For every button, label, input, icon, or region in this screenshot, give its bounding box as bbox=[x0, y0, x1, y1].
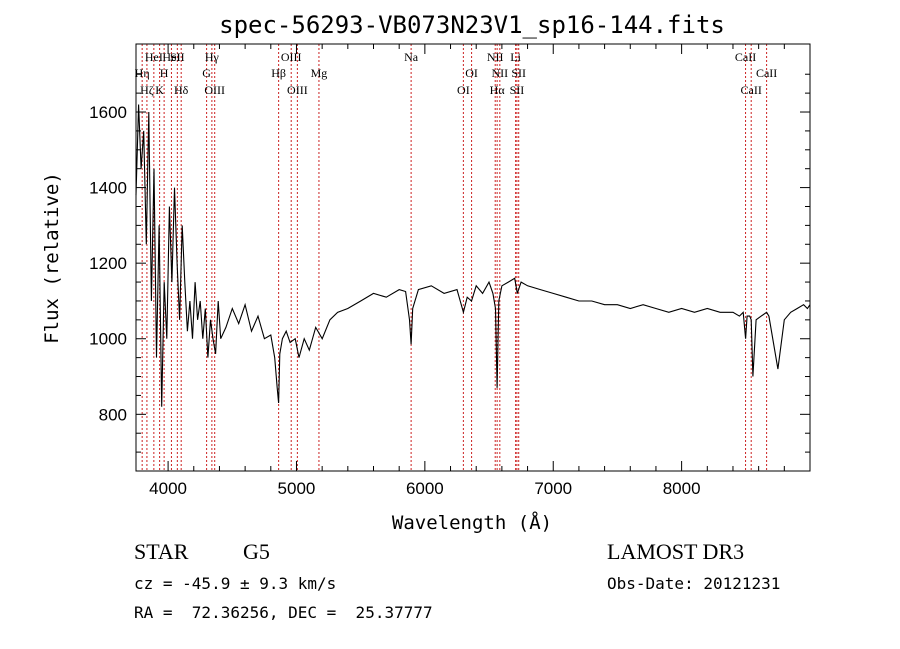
line-marker-label: Mg bbox=[311, 66, 328, 80]
line-marker-label: OI bbox=[457, 83, 470, 97]
y-tick-label: 1600 bbox=[89, 103, 127, 122]
line-marker-labels: HηHζHeIKHHeISIIHδGHγOIIIHβOIIIOIIIMgNaOI… bbox=[135, 50, 778, 97]
line-marker-label: HeI bbox=[162, 50, 180, 64]
y-tick-label: 1200 bbox=[89, 254, 127, 273]
x-tick-label: 7000 bbox=[534, 479, 572, 498]
line-marker-label: Li bbox=[510, 50, 521, 64]
survey-label: LAMOST DR3 bbox=[607, 539, 745, 564]
line-marker-label: OIII bbox=[281, 50, 302, 64]
line-marker-label: Hγ bbox=[205, 50, 220, 64]
y-tick-label: 1400 bbox=[89, 179, 127, 198]
plot-frame bbox=[135, 43, 811, 472]
line-marker-label: OIII bbox=[287, 83, 308, 97]
x-tick-label: 6000 bbox=[406, 479, 444, 498]
object-class: STAR bbox=[134, 539, 189, 564]
x-tick-label: 8000 bbox=[663, 479, 701, 498]
y-axis-label: Flux (relative) bbox=[41, 172, 63, 344]
line-marker-label: K bbox=[155, 83, 164, 97]
line-marker-label: CaII bbox=[741, 83, 762, 97]
line-marker-label: Hη bbox=[135, 66, 150, 80]
line-marker-label: Hα bbox=[490, 83, 506, 97]
line-marker-label: CaII bbox=[756, 66, 777, 80]
redshift-text: cz = -45.9 ± 9.3 km/s bbox=[134, 574, 337, 593]
line-marker-label: HeI bbox=[145, 50, 163, 64]
x-tick-label: 5000 bbox=[278, 479, 316, 498]
y-tick-label: 800 bbox=[99, 405, 127, 424]
line-marker-label: SII bbox=[510, 83, 525, 97]
object-subclass: G5 bbox=[243, 539, 270, 564]
line-marker-label: Hζ bbox=[140, 83, 154, 97]
obs-date-text: Obs-Date: 20121231 bbox=[607, 574, 781, 593]
line-marker-label: Hδ bbox=[174, 83, 189, 97]
chart-title: spec-56293-VB073N23V1_sp16-144.fits bbox=[219, 11, 725, 39]
x-axis-label: Wavelength (Å) bbox=[392, 511, 552, 534]
line-marker-label: NII bbox=[487, 50, 504, 64]
line-marker-label: NII bbox=[491, 66, 508, 80]
line-marker-label: OIII bbox=[204, 83, 225, 97]
spectrum-line bbox=[135, 104, 811, 407]
line-marker-label: CaII bbox=[735, 50, 756, 64]
line-marker-label: SII bbox=[170, 50, 185, 64]
line-marker-label: H bbox=[160, 66, 169, 80]
line-markers bbox=[141, 44, 768, 471]
y-axis: 800 1000 1200 1400 1600 bbox=[89, 73, 810, 453]
x-tick-label: 4000 bbox=[149, 479, 187, 498]
line-marker-label: G bbox=[202, 66, 211, 80]
line-marker-label: OI bbox=[465, 66, 478, 80]
coordinates-text: RA = 72.36256, DEC = 25.37777 bbox=[134, 603, 433, 622]
line-marker-label: Na bbox=[404, 50, 419, 64]
x-axis: 4000 5000 6000 7000 8000 bbox=[149, 44, 785, 498]
y-tick-label: 1000 bbox=[89, 330, 127, 349]
line-marker-label: Hβ bbox=[271, 66, 286, 80]
line-marker-label: SII bbox=[511, 66, 526, 80]
